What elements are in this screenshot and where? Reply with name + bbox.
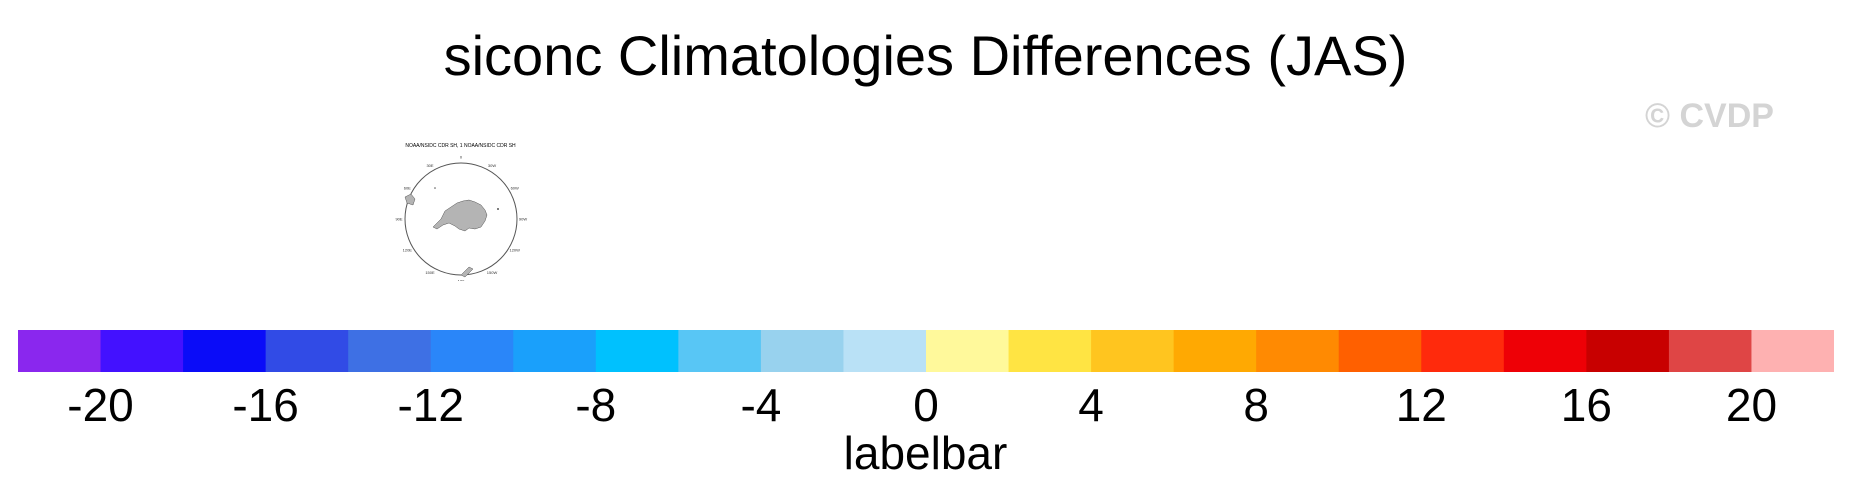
antarctica-landmass [432,199,488,232]
panel-caption: NOAA/NSIDC CDR SH, 1 NOAA/NSIDC CDR SH [405,143,516,149]
labelbar-tick-label: 0 [913,379,939,431]
longitude-labels: 0 30E 60E 90E 120E 150E 180 150W 120W 90W 60W 30W [395,155,527,282]
labelbar-box [183,330,267,372]
labelbar-box [843,330,927,372]
labelbar-tick-label: -20 [67,379,134,431]
labelbar-tick-label: -12 [397,379,464,431]
labelbar-box [1586,330,1670,372]
longitude-label: 60W [511,186,519,191]
labelbar-box [1091,330,1175,372]
labelbar-box [348,330,432,372]
labelbar-box [513,330,597,372]
labelbar-tick-label: 20 [1725,379,1778,431]
labelbar-box [678,330,762,372]
labelbar-tick-label: 8 [1243,379,1269,431]
labelbar-boxes [18,330,1834,372]
longitude-label: 120E [403,248,413,253]
labelbar-tick-label: -8 [575,379,617,431]
labelbar-box [430,330,514,372]
longitude-label: 30W [488,163,496,168]
labelbar-tick-label: -4 [740,379,782,431]
polar-map: 0 30E 60E 90E 120E 150E 180 150W 120W 90W 60W 30W [395,155,527,282]
longitude-label: 90E [395,217,402,222]
labelbar-tick-labels: -20 -16 -12 -8 -4 0 4 8 12 16 20 [0,380,1851,430]
labelbar-tick-label: -16 [232,379,299,431]
labelbar-tick-label: 12 [1395,379,1447,431]
labelbar-box [1008,330,1092,372]
island-marker [497,208,499,210]
labelbar-box [595,330,679,372]
map-panel: NOAA/NSIDC CDR SH, 1 NOAA/NSIDC CDR SH 0… [393,143,528,281]
labelbar-box [1503,330,1587,372]
longitude-label: 180 [458,279,465,282]
longitude-label: 150E [425,270,435,275]
labelbar-tick-label: 4 [1078,379,1104,431]
labelbar-box [1751,330,1834,372]
labelbar-box [18,330,102,372]
longitude-label: 120W [509,248,520,253]
labelbar-box [100,330,184,372]
longitude-label: 150W [487,270,498,275]
labelbar-box [926,330,1010,372]
longitude-label: 0 [460,155,463,160]
labelbar-box [1173,330,1257,372]
labelbar-tick-label: 16 [1560,379,1612,431]
new-zealand [460,266,474,278]
watermark: © CVDP [1645,97,1774,135]
labelbar-title: labelbar [843,427,1008,479]
labelbar-box [1256,330,1340,372]
longitude-label: 30E [426,163,433,168]
labelbar-box [760,330,844,372]
island-marker [434,187,436,189]
south-america-tip [404,193,416,206]
labelbar-box [1338,330,1422,372]
labelbar [18,330,1834,372]
longitude-label: 90W [519,217,527,222]
plot-title: siconc Climatologies Differences (JAS) [443,24,1408,87]
labelbar-box [265,330,349,372]
longitude-label: 60E [404,186,411,191]
labelbar-box [1421,330,1505,372]
labelbar-box [1668,330,1752,372]
